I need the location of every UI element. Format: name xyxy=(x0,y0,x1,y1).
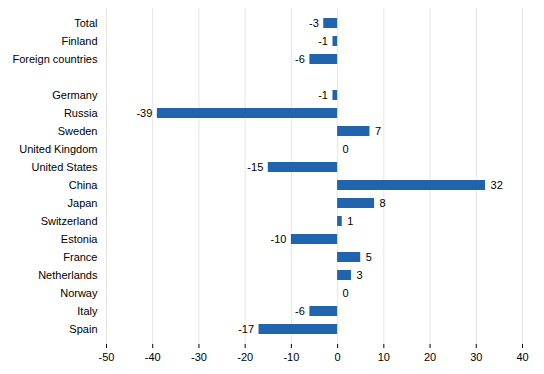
svg-text:1: 1 xyxy=(347,215,353,227)
svg-text:Foreign countries: Foreign countries xyxy=(13,53,98,65)
svg-text:-10: -10 xyxy=(283,351,299,363)
svg-text:Spain: Spain xyxy=(69,323,97,335)
svg-text:Sweden: Sweden xyxy=(58,125,98,137)
svg-text:0: 0 xyxy=(335,351,341,363)
svg-text:3: 3 xyxy=(356,269,362,281)
svg-text:-1: -1 xyxy=(318,89,328,101)
svg-text:5: 5 xyxy=(366,251,372,263)
svg-text:United Kingdom: United Kingdom xyxy=(19,143,97,155)
svg-text:-10: -10 xyxy=(270,233,286,245)
svg-text:Estonia: Estonia xyxy=(61,233,99,245)
svg-text:0: 0 xyxy=(343,287,349,299)
svg-text:8: 8 xyxy=(380,197,386,209)
svg-text:United States: United States xyxy=(31,161,98,173)
svg-text:-6: -6 xyxy=(295,305,305,317)
svg-text:France: France xyxy=(63,251,97,263)
svg-text:32: 32 xyxy=(491,179,503,191)
svg-text:Finland: Finland xyxy=(61,35,97,47)
svg-text:-15: -15 xyxy=(247,161,263,173)
svg-text:-50: -50 xyxy=(99,351,115,363)
svg-text:-40: -40 xyxy=(145,351,161,363)
svg-text:-20: -20 xyxy=(237,351,253,363)
svg-text:Japan: Japan xyxy=(68,197,98,209)
svg-text:-30: -30 xyxy=(191,351,207,363)
svg-text:Italy: Italy xyxy=(77,305,98,317)
svg-text:-1: -1 xyxy=(318,35,328,47)
svg-text:China: China xyxy=(69,179,99,191)
svg-text:-17: -17 xyxy=(238,323,254,335)
svg-text:Germany: Germany xyxy=(52,89,98,101)
svg-text:40: 40 xyxy=(516,351,528,363)
svg-text:-3: -3 xyxy=(309,17,319,29)
svg-text:10: 10 xyxy=(378,351,390,363)
svg-text:-6: -6 xyxy=(295,53,305,65)
svg-text:0: 0 xyxy=(343,143,349,155)
svg-text:Netherlands: Netherlands xyxy=(38,269,98,281)
svg-text:-39: -39 xyxy=(136,107,152,119)
svg-text:Switzerland: Switzerland xyxy=(41,215,98,227)
svg-text:30: 30 xyxy=(470,351,482,363)
svg-text:Total: Total xyxy=(74,17,97,29)
svg-text:7: 7 xyxy=(375,125,381,137)
svg-text:20: 20 xyxy=(424,351,436,363)
svg-text:Russia: Russia xyxy=(64,107,99,119)
svg-text:Norway: Norway xyxy=(60,287,98,299)
